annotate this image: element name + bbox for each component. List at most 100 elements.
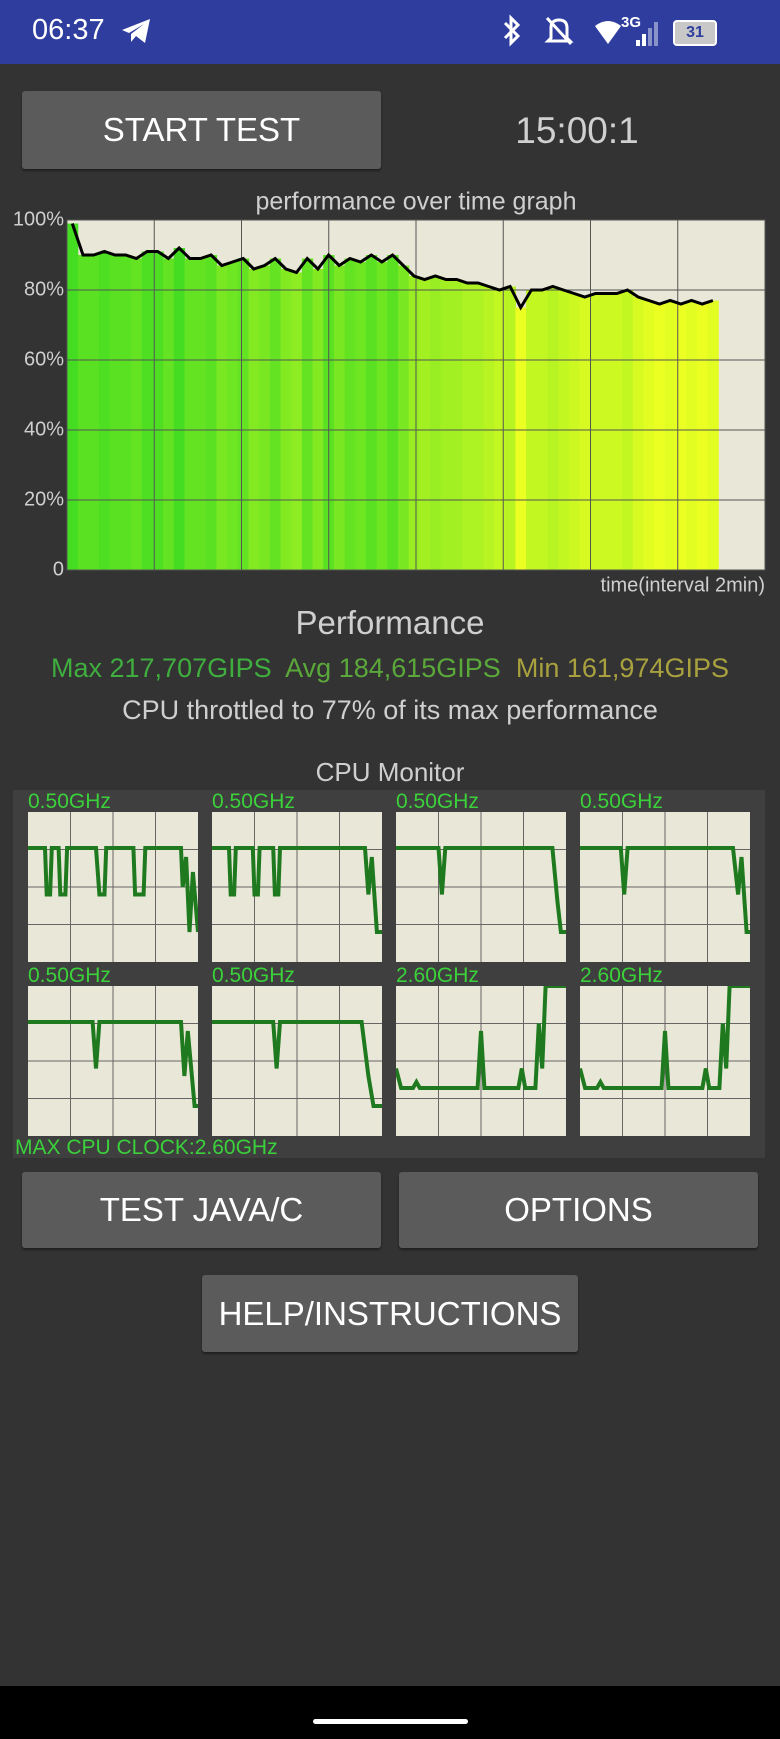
performance-bar: [301, 258, 314, 570]
performance-stats: Max 217,707GIPS Avg 184,615GIPS Min 161,…: [0, 653, 780, 684]
status-bar: 06:37 3G 31: [0, 0, 780, 64]
core-clock-line: [28, 1022, 198, 1106]
core-clock-line: [580, 848, 750, 932]
signal-icon: [636, 22, 658, 46]
core-chart: [580, 812, 750, 962]
core-chart: [28, 986, 198, 1136]
performance-bar: [280, 269, 292, 570]
performance-bar: [173, 248, 186, 570]
options-button[interactable]: OPTIONS: [399, 1172, 758, 1248]
performance-bar: [696, 304, 709, 570]
performance-bar: [152, 251, 164, 570]
nav-bar: [0, 1686, 780, 1739]
start-test-button[interactable]: START TEST: [22, 91, 381, 169]
performance-bar: [237, 258, 250, 570]
max-cpu-clock: MAX CPU CLOCK:2.60GHz: [15, 1136, 278, 1159]
performance-bar: [654, 304, 666, 570]
performance-bar: [440, 279, 452, 570]
performance-graph: performance over time graph time(interva…: [13, 188, 766, 596]
core-chart: [28, 812, 198, 962]
performance-line: [70, 223, 714, 311]
core-chart: [212, 812, 382, 962]
performance-bar: [216, 265, 228, 570]
telegram-icon: [122, 19, 150, 43]
y-tick-label: 100%: [13, 208, 64, 230]
performance-bar: [227, 262, 239, 570]
plot-frame: [66, 219, 766, 571]
timer: 15:00:1: [515, 110, 639, 151]
performance-bar: [600, 293, 613, 570]
performance-bar: [99, 251, 111, 570]
performance-bar: [312, 269, 324, 570]
performance-bar: [131, 258, 143, 570]
core-clock-line: [396, 848, 566, 932]
performance-bar: [472, 283, 484, 570]
network-type: 3G: [621, 14, 642, 31]
performance-bar: [419, 279, 431, 570]
performance-bar: [195, 258, 207, 570]
avg-stat: Avg 184,615GIPS: [285, 653, 501, 683]
core-chart: [212, 986, 382, 1136]
performance-bar: [397, 265, 410, 570]
core-clock-line: [396, 986, 566, 1088]
cpu-monitor-panel: MAX CPU CLOCK:2.60GHz 0.50GHz 0.50GHz 0.50…: [13, 790, 765, 1159]
performance-bar: [120, 255, 132, 570]
performance-bar: [707, 300, 719, 570]
performance-bar: [88, 255, 100, 570]
performance-bar: [462, 283, 474, 570]
performance-bar: [664, 300, 677, 570]
performance-bar: [451, 279, 463, 570]
performance-bar: [77, 255, 89, 570]
performance-bar: [408, 276, 420, 570]
max-stat: Max 217,707GIPS: [51, 653, 272, 683]
core-chart: [580, 986, 750, 1136]
y-tick-label: 80%: [24, 278, 64, 300]
performance-bar: [333, 265, 346, 570]
performance-bar: [205, 255, 218, 570]
performance-bar: [291, 272, 303, 570]
performance-bar: [376, 262, 388, 570]
core-chart: [396, 986, 566, 1136]
core-clock-label: 0.50GHz: [28, 964, 111, 987]
mute-icon: [544, 16, 574, 46]
performance-bar: [269, 258, 282, 570]
y-tick-label: 20%: [24, 488, 64, 510]
test-java-button[interactable]: TEST JAVA/C: [22, 1172, 381, 1248]
performance-bar: [365, 255, 378, 570]
performance-bar: [259, 265, 271, 570]
bluetooth-icon: [503, 14, 521, 47]
wifi-icon: [595, 21, 621, 44]
performance-bar: [568, 293, 581, 570]
performance-bar: [344, 258, 356, 570]
core-clock-label: 0.50GHz: [28, 790, 111, 813]
performance-bar: [67, 223, 79, 570]
performance-bar: [483, 286, 495, 570]
performance-bar: [355, 262, 367, 570]
y-tick-label: 40%: [24, 418, 64, 440]
home-handle: [313, 1719, 468, 1724]
x-axis-label: time(interval 2min): [601, 574, 765, 596]
performance-bar: [109, 255, 121, 570]
cpu-monitor-title: CPU Monitor: [315, 757, 465, 787]
help-button[interactable]: HELP/INSTRUCTIONS: [202, 1275, 578, 1352]
core-clock-line: [212, 848, 382, 932]
performance-bar: [579, 297, 591, 570]
performance-bar: [163, 258, 175, 570]
core-clock-line: [212, 1022, 382, 1106]
performance-bar: [590, 293, 602, 570]
performance-bar: [611, 293, 623, 570]
performance-bar: [184, 258, 196, 570]
battery: 31: [673, 20, 717, 46]
y-tick-label: 0: [53, 558, 64, 580]
min-stat: Min 161,974GIPS: [515, 653, 729, 683]
performance-bar: [547, 286, 559, 570]
core-clock-label: 2.60GHz: [580, 964, 663, 987]
performance-bar: [675, 304, 687, 570]
performance-bar: [632, 297, 645, 570]
performance-bar: [504, 286, 516, 570]
graph-title: performance over time graph: [256, 188, 577, 216]
performance-heading: Performance: [295, 604, 485, 641]
performance-bar: [387, 255, 399, 570]
performance-bar: [248, 269, 260, 570]
